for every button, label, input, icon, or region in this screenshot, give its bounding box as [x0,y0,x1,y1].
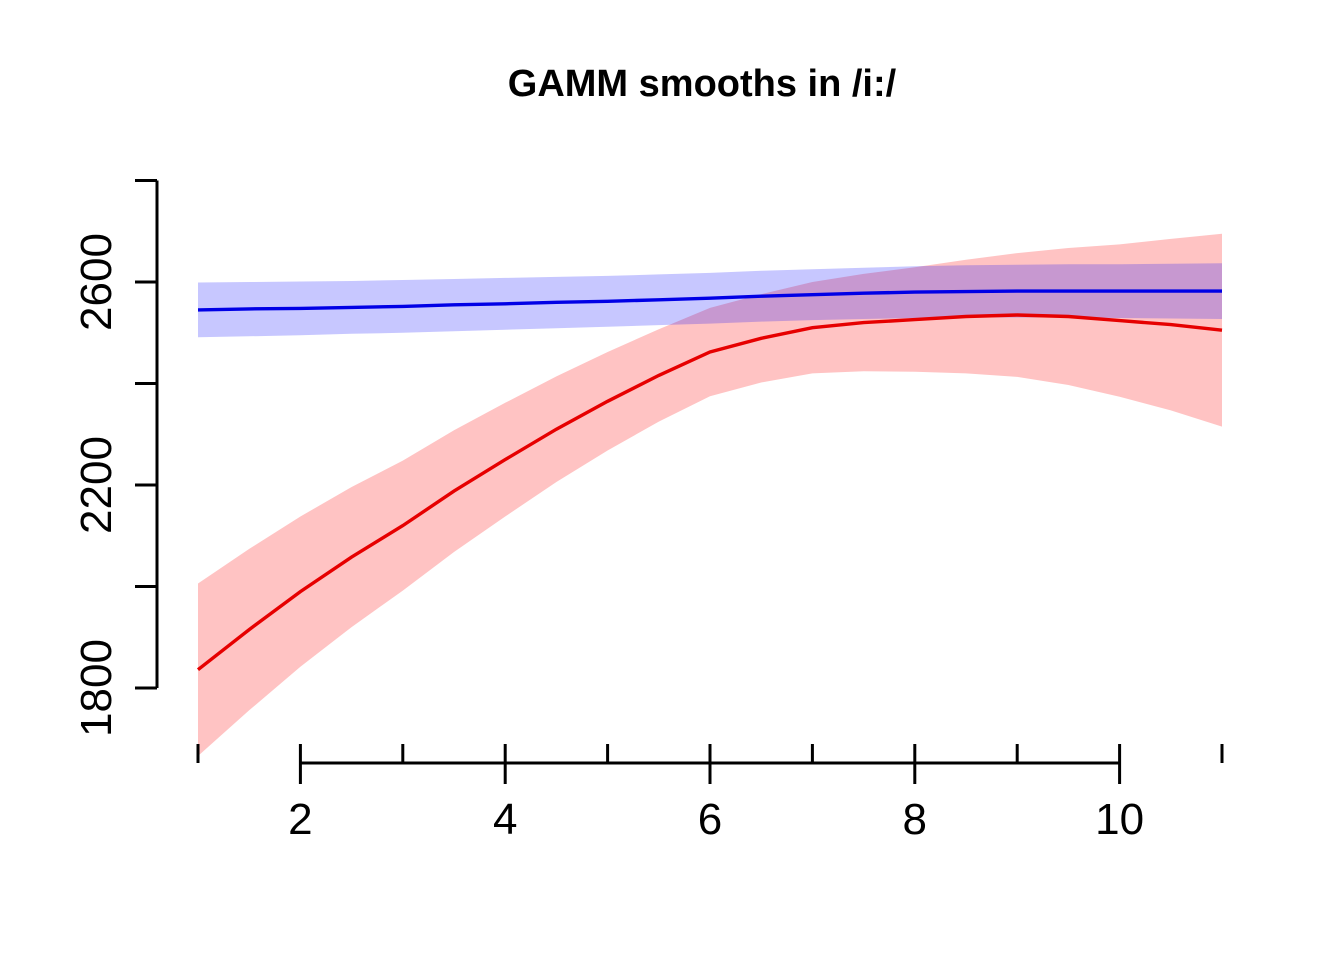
bands-layer [198,233,1222,757]
x-tick-label: 4 [493,795,517,844]
x-tick-label: 2 [288,795,312,844]
y-tick-label: 1800 [72,639,121,737]
blue-smooth-confidence-band [198,263,1222,338]
blue-smooth-line [197,289,1222,312]
x-tick-label: 6 [698,795,722,844]
x-tick-label: 10 [1095,795,1144,844]
y-tick-label: 2200 [72,436,121,534]
red-smooth-line [196,313,1223,672]
lines-layer [196,289,1223,672]
y-tick-label: 2600 [72,233,121,331]
axes-layer: 1800 2200 2600 2 4 6 8 10 [72,179,1224,844]
x-tick-label: 8 [903,795,927,844]
plot-title: GAMM smooths in /i:/ [508,63,897,105]
red-smooth-confidence-band [198,233,1222,757]
